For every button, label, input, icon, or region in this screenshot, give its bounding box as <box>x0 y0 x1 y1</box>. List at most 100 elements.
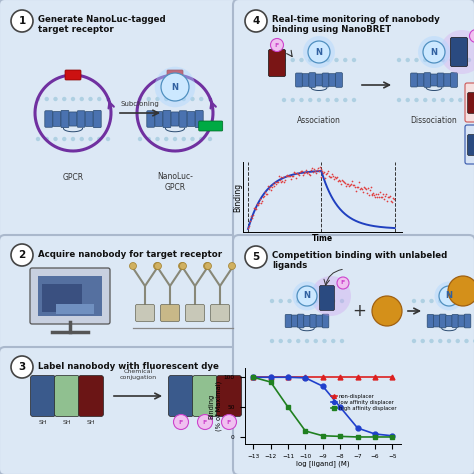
FancyBboxPatch shape <box>233 235 474 474</box>
Point <box>301 168 309 175</box>
Point <box>378 194 385 201</box>
Circle shape <box>182 97 186 101</box>
non-displacer <box>337 374 343 380</box>
Point <box>320 169 328 176</box>
Circle shape <box>439 286 459 306</box>
Circle shape <box>352 98 356 102</box>
FancyBboxPatch shape <box>147 111 155 127</box>
Circle shape <box>406 58 410 62</box>
FancyBboxPatch shape <box>77 111 85 127</box>
Circle shape <box>228 263 236 270</box>
FancyBboxPatch shape <box>136 304 155 321</box>
low affinity displacer <box>285 374 291 380</box>
Point <box>256 196 264 203</box>
Circle shape <box>296 299 301 303</box>
Point <box>312 169 320 177</box>
Circle shape <box>470 29 474 43</box>
Point <box>382 192 389 200</box>
Circle shape <box>322 299 327 303</box>
Circle shape <box>299 58 304 62</box>
FancyBboxPatch shape <box>161 304 180 321</box>
Circle shape <box>447 339 451 343</box>
Legend: non-displacer, low affinity displacer, high affinity displacer: non-displacer, low affinity displacer, h… <box>328 392 398 413</box>
Circle shape <box>458 58 463 62</box>
FancyBboxPatch shape <box>465 83 474 122</box>
Circle shape <box>331 299 336 303</box>
Circle shape <box>397 98 401 102</box>
FancyBboxPatch shape <box>322 73 329 87</box>
Point <box>283 173 290 180</box>
FancyBboxPatch shape <box>45 111 53 127</box>
Text: F: F <box>203 419 207 425</box>
Point <box>307 166 315 173</box>
Point <box>380 191 387 198</box>
Point <box>374 193 381 201</box>
non-displacer <box>320 374 326 380</box>
Circle shape <box>337 277 349 289</box>
Circle shape <box>296 339 301 343</box>
Circle shape <box>11 356 33 378</box>
Point <box>319 167 326 175</box>
Point <box>254 201 262 209</box>
Circle shape <box>343 58 347 62</box>
Point <box>271 178 278 186</box>
Point <box>315 167 323 175</box>
Point <box>274 179 282 186</box>
Point <box>332 174 340 182</box>
FancyBboxPatch shape <box>79 375 103 417</box>
Point <box>333 173 341 180</box>
Point <box>292 170 299 177</box>
Point <box>318 165 325 173</box>
Point <box>302 166 310 174</box>
Circle shape <box>154 263 161 270</box>
Point <box>289 173 296 180</box>
Point <box>383 190 390 198</box>
Point <box>291 168 298 175</box>
Point <box>258 197 265 205</box>
Point <box>276 176 283 183</box>
Circle shape <box>155 67 195 107</box>
Circle shape <box>352 58 356 62</box>
FancyBboxPatch shape <box>467 135 474 155</box>
Circle shape <box>146 137 151 141</box>
Point <box>253 201 261 208</box>
Point <box>298 167 306 174</box>
Point <box>272 180 279 187</box>
Circle shape <box>372 296 402 326</box>
Point <box>295 171 303 179</box>
Point <box>335 177 343 184</box>
FancyBboxPatch shape <box>450 73 457 87</box>
FancyBboxPatch shape <box>304 315 310 327</box>
Circle shape <box>180 263 186 270</box>
Circle shape <box>308 58 312 62</box>
Circle shape <box>97 137 101 141</box>
Text: SH: SH <box>63 420 71 425</box>
Point <box>328 173 335 181</box>
Point <box>389 194 397 201</box>
Point <box>355 178 363 186</box>
FancyBboxPatch shape <box>424 73 431 87</box>
FancyBboxPatch shape <box>0 0 241 243</box>
Circle shape <box>287 299 292 303</box>
Point <box>287 172 294 180</box>
Point <box>316 164 324 171</box>
FancyBboxPatch shape <box>217 375 241 417</box>
Point <box>341 179 349 187</box>
Circle shape <box>270 299 274 303</box>
Point <box>314 164 322 172</box>
Point <box>387 198 395 205</box>
Point <box>311 167 319 174</box>
Circle shape <box>456 299 460 303</box>
Circle shape <box>313 339 318 343</box>
Circle shape <box>418 36 450 68</box>
FancyBboxPatch shape <box>410 73 418 87</box>
Circle shape <box>340 299 344 303</box>
Circle shape <box>45 97 49 101</box>
Text: 3: 3 <box>18 362 26 372</box>
FancyBboxPatch shape <box>439 314 446 328</box>
Point <box>264 182 272 190</box>
high affinity displacer <box>390 434 395 440</box>
Point <box>246 218 254 225</box>
Circle shape <box>138 137 142 141</box>
Point <box>391 195 398 202</box>
